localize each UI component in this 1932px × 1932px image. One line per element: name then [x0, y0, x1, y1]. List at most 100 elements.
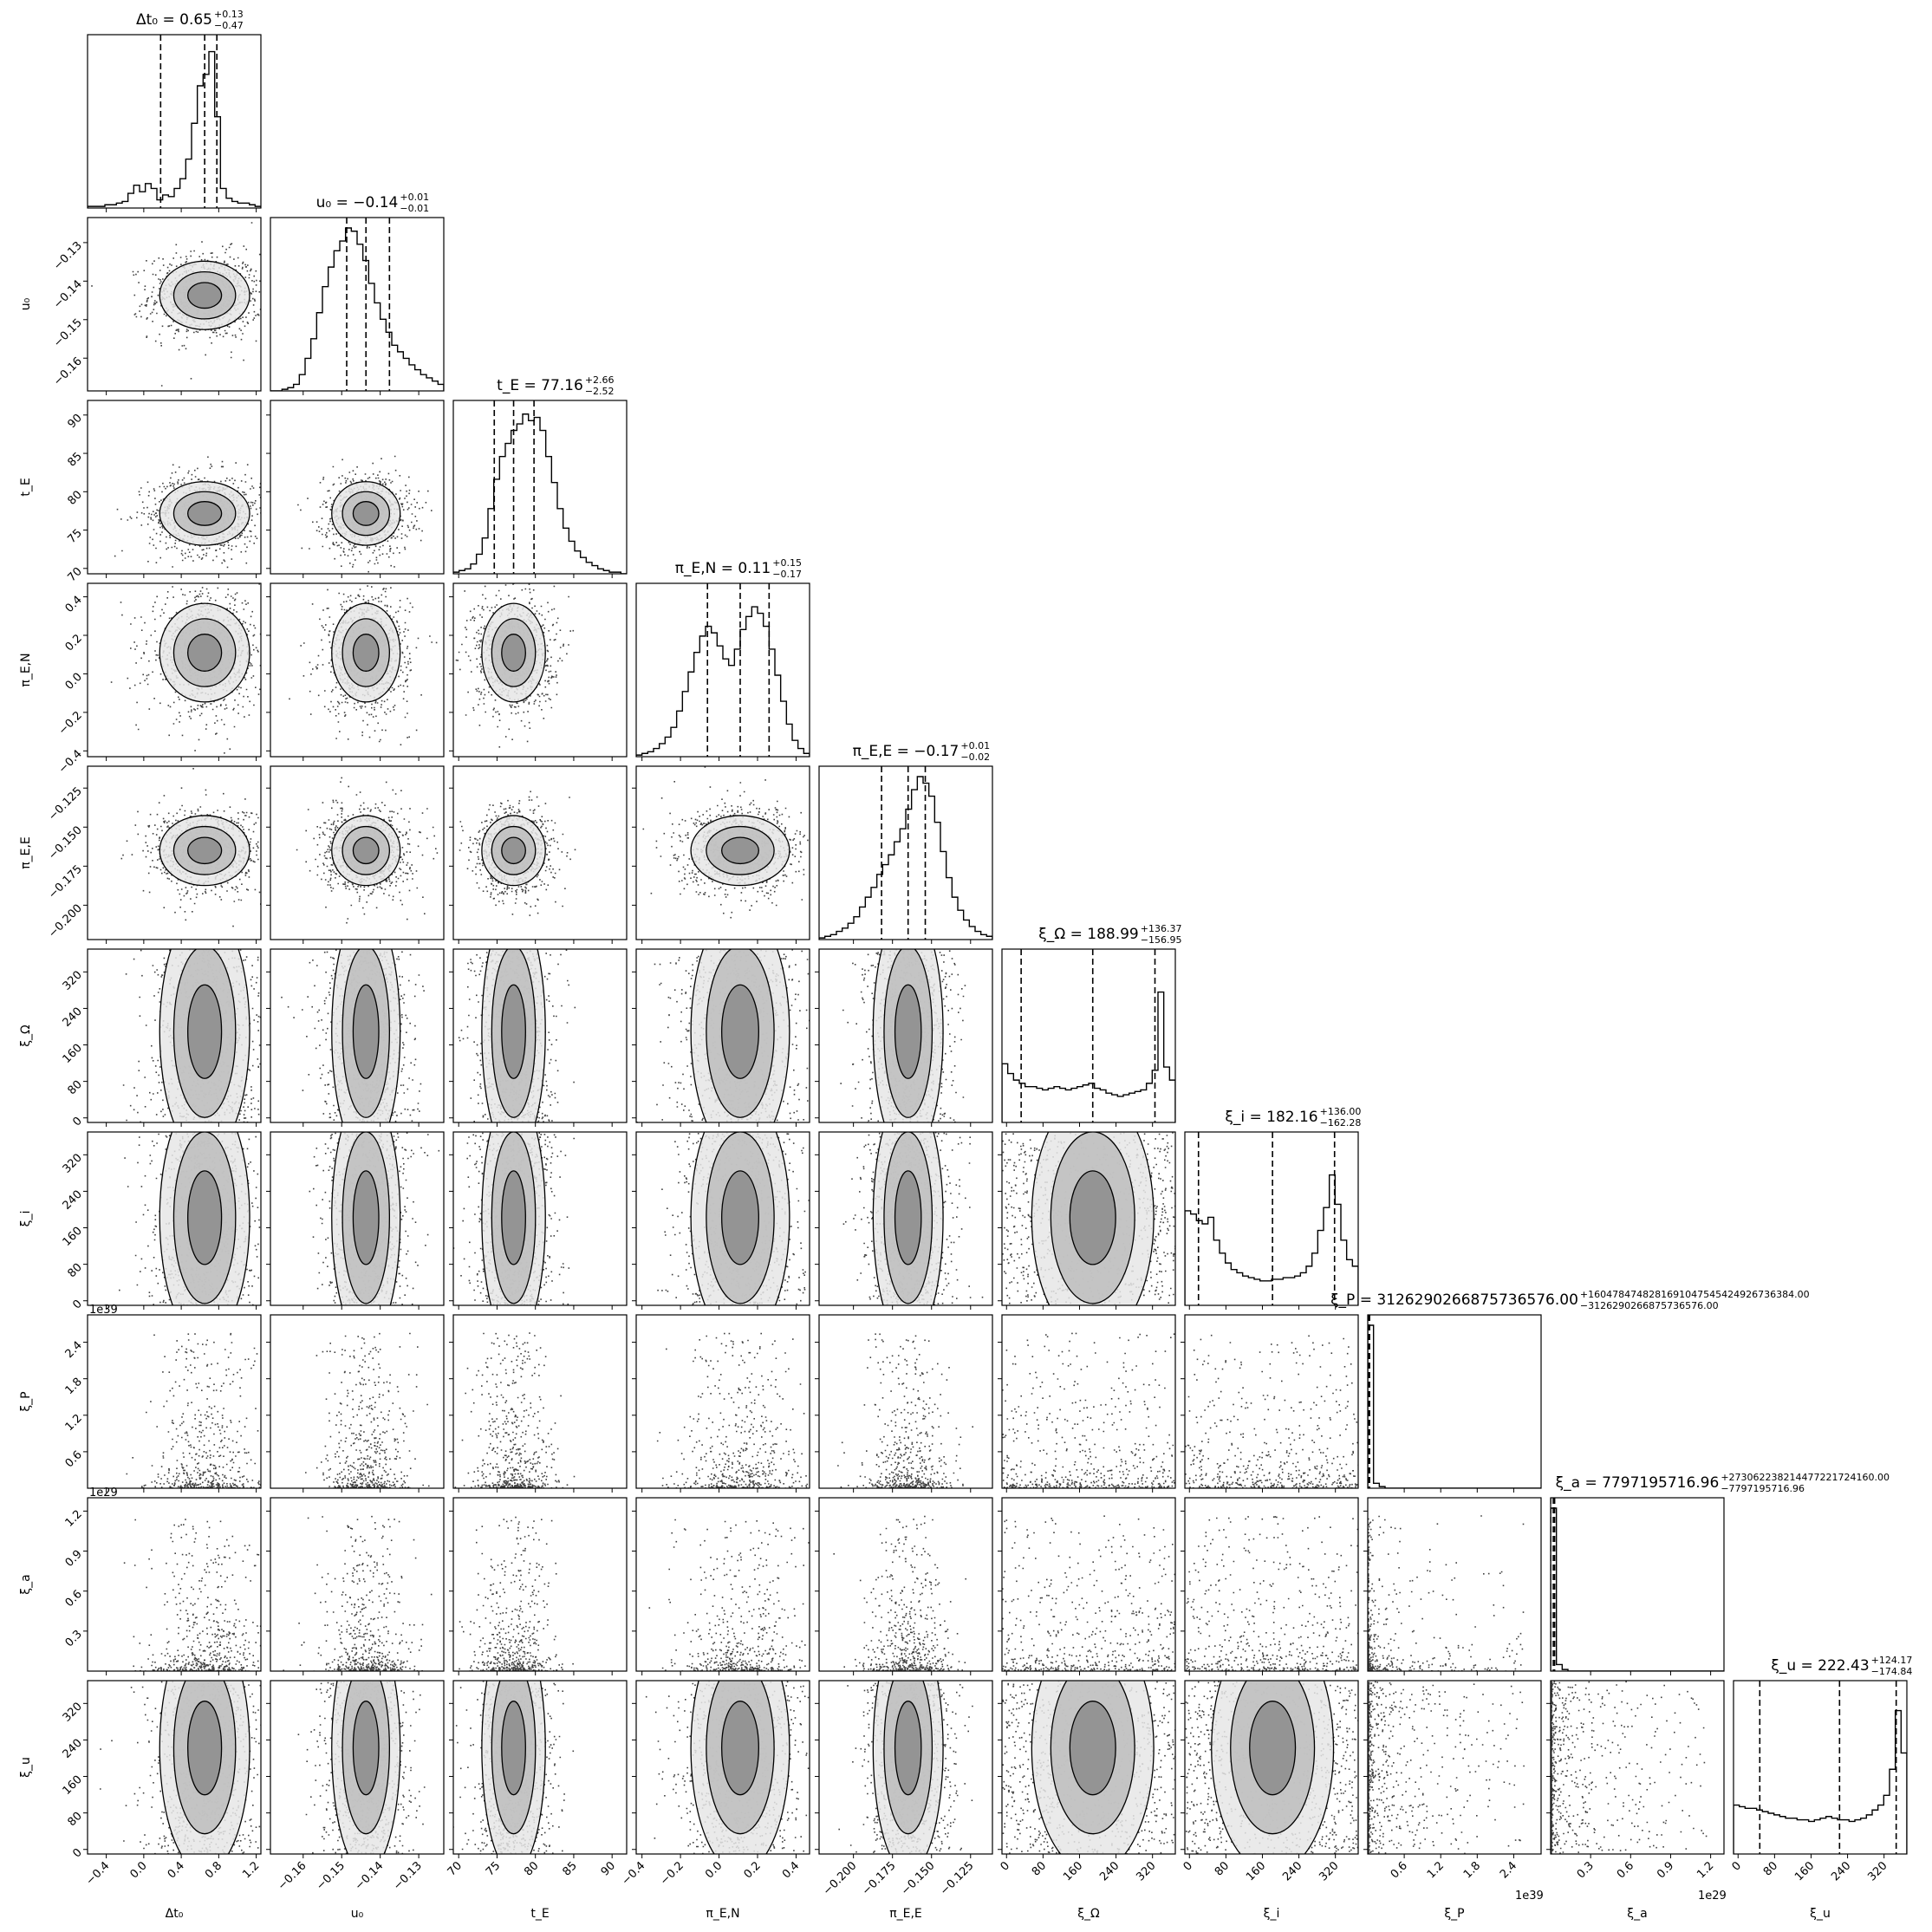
panel-frame — [635, 1314, 810, 1489]
x-axis-label: π_E,E — [889, 1907, 922, 1921]
x-tick-label: 0.6 — [1615, 1859, 1636, 1881]
x-tick-label: 160 — [1061, 1859, 1085, 1883]
scatter-panel-8-6 — [1181, 1497, 1359, 1675]
panel-frame — [1367, 1680, 1542, 1855]
y-tick-label: 0.9 — [63, 1548, 85, 1570]
y-axis-label: π_E,E — [19, 836, 33, 869]
density-contour — [352, 984, 380, 1079]
x-tick-label: 80 — [1761, 1859, 1780, 1878]
density-contour — [501, 836, 526, 865]
y-tick-label: 160 — [61, 1773, 85, 1798]
panel-frame — [818, 1131, 993, 1306]
panel-frame — [635, 948, 810, 1123]
y-tick-label: 240 — [61, 1005, 85, 1030]
panel-frame — [87, 34, 262, 209]
panel-title: ξ_u = 222.43 — [1771, 1657, 1869, 1675]
scatter-points — [116, 1519, 261, 1671]
scatter-points — [289, 585, 438, 745]
x-axis-label: Δt₀ — [166, 1907, 184, 1921]
y-tick-label: 90 — [66, 412, 85, 431]
x-tick-label: −0.125 — [938, 1859, 977, 1898]
scatter-panel-8-5 — [998, 1497, 1176, 1675]
panel-frame — [1184, 1497, 1359, 1672]
scatter-panel-5-3 — [632, 948, 810, 1127]
y-tick-label: 320 — [61, 1152, 85, 1176]
histogram-panel-3 — [635, 582, 810, 761]
x-axis-label: t_E — [530, 1907, 549, 1921]
axis-offset-text: 1e39 — [89, 1304, 118, 1317]
density-contour — [721, 1170, 759, 1265]
y-tick-label: 0 — [70, 1846, 84, 1860]
panel-frame — [452, 948, 628, 1123]
x-tick-label: 0.9 — [1655, 1859, 1676, 1881]
histogram-line — [1551, 1507, 1724, 1671]
x-tick-label: 85 — [560, 1859, 579, 1878]
density-contour — [187, 1701, 223, 1796]
scatter-panel-2-0 — [83, 400, 262, 578]
density-contour — [187, 1170, 223, 1265]
panel-title-sub: −7797195716.96 — [1721, 1483, 1805, 1494]
panel-frame — [818, 948, 993, 1123]
y-tick-label: 1.2 — [63, 1508, 85, 1530]
panel-frame — [87, 1314, 262, 1489]
density-contour — [352, 1170, 380, 1265]
scatter-panel-9-1 — [266, 1680, 445, 1858]
panel-frame — [818, 1314, 993, 1489]
scatter-points — [840, 949, 966, 1122]
x-tick-label: 70 — [446, 1859, 465, 1878]
y-axis-label: u₀ — [19, 297, 33, 310]
scatter-points — [1368, 1681, 1525, 1854]
panel-frame — [452, 1314, 628, 1489]
scatter-points — [1002, 1332, 1175, 1488]
histogram-panel-0 — [87, 34, 262, 212]
panel-frame — [87, 1497, 262, 1672]
density-contour — [187, 282, 223, 309]
y-tick-label: 1.2 — [63, 1412, 85, 1434]
y-tick-label: −0.200 — [46, 902, 85, 941]
y-axis-label: ξ_P — [19, 1391, 33, 1411]
panel-frame — [452, 400, 628, 575]
scatter-panel-8-7 — [1363, 1497, 1542, 1675]
panel-frame — [87, 1680, 262, 1855]
panel-frame — [87, 400, 262, 575]
density-contour — [894, 1170, 922, 1265]
histogram-panel-8 — [1550, 1497, 1725, 1675]
density-contour — [721, 1701, 759, 1796]
x-tick-label: 320 — [1134, 1859, 1158, 1883]
y-tick-label: 0.6 — [63, 1588, 85, 1610]
scatter-panel-7-6 — [1181, 1314, 1359, 1493]
y-axis-label: π_E,N — [19, 653, 33, 686]
y-tick-label: −0.13 — [51, 239, 85, 273]
panel-title-sup: +160478474828169104754542492673​6384.00 — [1580, 1289, 1810, 1300]
y-tick-label: 85 — [66, 450, 85, 469]
panel-frame — [270, 1497, 445, 1672]
panel-title-sup: +136.37 — [1141, 923, 1182, 934]
panel-title: ξ_P = 3126290266875736576.00 — [1330, 1291, 1578, 1309]
x-tick-label: 0 — [1730, 1859, 1744, 1873]
axis-offset-text: 1e29 — [1698, 1890, 1727, 1903]
density-contour — [721, 984, 759, 1079]
scatter-panel-7-3 — [632, 1314, 810, 1493]
density-contour — [352, 836, 380, 865]
panel-title-sup: +0.15 — [772, 557, 802, 569]
panel-title: u₀ = −0.14 — [316, 194, 399, 211]
x-tick-label: 0.3 — [1575, 1859, 1597, 1881]
scatter-points — [1185, 1516, 1358, 1671]
scatter-panel-2-1 — [266, 400, 445, 578]
panel-frame — [818, 1497, 993, 1672]
x-tick-label: 80 — [1213, 1859, 1232, 1878]
x-tick-label: 0.6 — [1389, 1859, 1410, 1881]
y-tick-label: 0 — [70, 1115, 84, 1129]
y-tick-label: 0.4 — [63, 594, 85, 615]
density-contour — [501, 1170, 526, 1265]
panel-title-sup: +0.01 — [400, 192, 429, 203]
panel-title: t_E = 77.16 — [497, 377, 583, 394]
x-tick-label: 80 — [1030, 1859, 1049, 1878]
panel-frame — [1184, 1131, 1359, 1306]
panel-frame — [270, 400, 445, 575]
x-tick-label: 0.0 — [127, 1859, 149, 1881]
panel-frame — [1733, 1680, 1908, 1855]
panel-frame — [87, 1131, 262, 1306]
panel-title-sup: +136.00 — [1320, 1106, 1362, 1117]
